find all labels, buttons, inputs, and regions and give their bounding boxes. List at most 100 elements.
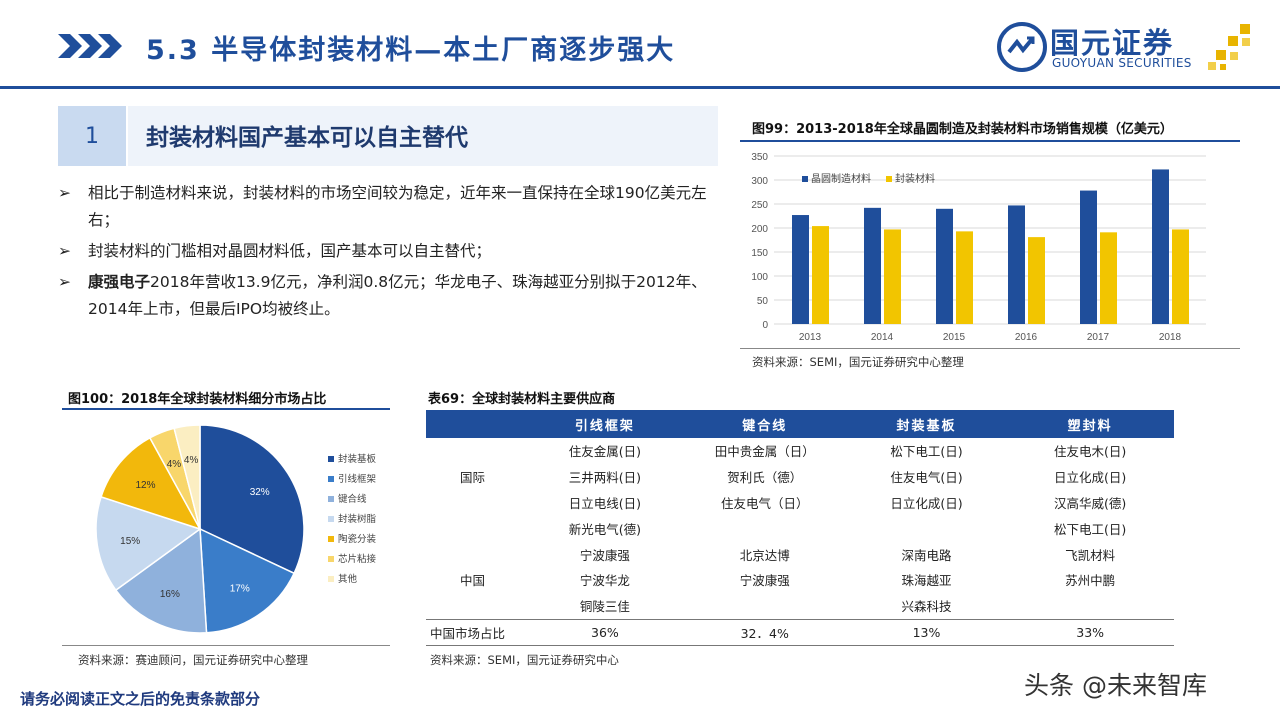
table69-source: 资料来源：SEMI，国元证券研究中心 <box>430 653 619 667</box>
fig100-source: 资料来源：赛迪顾问，国元证券研究中心整理 <box>78 653 308 667</box>
bullet-arrow-icon: ➢ <box>58 242 71 260</box>
table-cell: 宁波华龙 <box>579 573 630 589</box>
legend-label: 其他 <box>338 573 358 585</box>
legend-label: 封装基板 <box>338 453 377 465</box>
legend-swatch <box>328 576 334 582</box>
fig99-title: 图99：2013-2018年全球晶圆制造及封装材料市场销售规模（亿美元） <box>752 122 1173 137</box>
page-title: 5.3 半导体封装材料—本土厂商逐步强大 <box>146 35 676 66</box>
table-cell: 32．4% <box>682 618 847 647</box>
table-cell: 松下电工(日) <box>1054 521 1127 537</box>
section-number: 1 <box>58 106 126 166</box>
pie-slice <box>100 436 202 531</box>
table-cell: 宁波康强 <box>579 547 630 563</box>
watermark: 头条 @未来智库 <box>1024 671 1207 700</box>
table-header-cell: 封装基板 <box>846 410 1007 438</box>
table-cell <box>426 593 527 619</box>
table-header-cell: 塑封料 <box>1006 410 1174 438</box>
table-cell <box>426 438 527 464</box>
table-cell: 三井两料(日) <box>568 470 642 486</box>
table-row: 新光电气(德) 松下电工(日) <box>426 515 1174 541</box>
bullet-item: ➢ 康强电子2018年营收13.9亿元，净利润0.8亿元；华龙电子、珠海越亚分别… <box>58 269 718 323</box>
table-row: 国际 三井两料(日) 贺利氏（德） 住友电气(日) 日立化成(日) <box>426 464 1174 490</box>
legend-swatch <box>328 496 334 502</box>
bar-packaging <box>1172 229 1189 324</box>
table-cell <box>683 515 847 541</box>
y-tick-label: 0 <box>762 320 768 331</box>
table-row-market-share: 中国市场占比 36% 32．4% 13% 33% <box>426 618 1174 647</box>
pie-slice <box>199 424 305 575</box>
company-name: 康强电子 <box>88 273 151 291</box>
legend-swatch <box>328 516 334 522</box>
pie-slice <box>173 424 201 530</box>
x-tick-label: 2018 <box>1159 332 1182 343</box>
bar-packaging <box>956 231 973 324</box>
legend-label: 芯片粘接 <box>338 553 377 565</box>
bar-wafer <box>1008 205 1025 324</box>
pie-value-label: 32% <box>250 487 270 498</box>
company-logo-icon <box>997 22 1047 72</box>
pie-value-label: 16% <box>160 589 180 600</box>
bar-wafer <box>864 207 881 324</box>
legend-label: 封装树脂 <box>338 513 377 525</box>
table-row-label: 中国市场占比 <box>426 618 528 647</box>
pie-slice <box>95 495 202 592</box>
table-cell: 住友金属(日) <box>568 444 642 460</box>
bar-wafer <box>792 215 809 324</box>
table-cell: 13% <box>846 618 1007 647</box>
table-row: 铜陵三佳 兴森科技 <box>426 593 1174 619</box>
table-cell <box>426 541 527 567</box>
table-row-label: 国际 <box>460 470 486 486</box>
bar-wafer <box>936 208 953 324</box>
fig99-source: 资料来源：SEMI，国元证券研究中心整理 <box>752 355 964 369</box>
table-cell <box>847 515 1007 541</box>
logo-text-en: GUOYUAN SECURITIES <box>1052 56 1192 70</box>
bullet-arrow-icon: ➢ <box>58 273 71 291</box>
pie-value-label: 4% <box>167 459 182 470</box>
bullet-item: ➢ 相比于制造材料来说，封装材料的市场空间较为稳定，近年来一直保持在全球190亿… <box>58 180 718 234</box>
table-cell <box>426 515 527 541</box>
section-heading-bar <box>128 106 718 166</box>
table-cell: 日立化成(日) <box>890 495 963 511</box>
pie-value-label: 15% <box>120 536 140 547</box>
bullet-item: ➢ 封装材料的门槛相对晶圆材料低，国产基本可以自主替代； <box>58 238 718 265</box>
bar-chart: 0 50 100 150 200 250 300 350 2013 2014 2015 2016 201… <box>751 152 1206 343</box>
table-row: 宁波康强 北京达博 深南电路 飞凯材料 <box>426 541 1174 567</box>
section-title: 封装材料国产基本可以自主替代 <box>146 125 468 151</box>
table-cell: 深南电路 <box>901 547 952 563</box>
table-cell <box>426 490 527 516</box>
legend-label: 晶圆制造材料 <box>811 172 871 185</box>
pie-slice <box>114 527 208 634</box>
pie-value-label: 12% <box>136 480 156 491</box>
pie-value-label: 17% <box>230 583 250 594</box>
table-cell: 住友电木(日) <box>1054 444 1127 460</box>
x-tick-label: 2016 <box>1015 332 1038 343</box>
bar-packaging <box>884 229 901 324</box>
table-cell: 33% <box>1006 618 1174 647</box>
header-chevrons-icon <box>58 34 122 58</box>
table-cell: 田中贵金属（日） <box>714 444 815 460</box>
table-cell: 北京达博 <box>739 547 790 563</box>
bullet-list: ➢ 相比于制造材料来说，封装材料的市场空间较为稳定，近年来一直保持在全球190亿… <box>58 180 718 327</box>
legend-swatch <box>328 456 334 462</box>
table-cell: 松下电工(日) <box>890 444 963 460</box>
legend-swatch <box>328 556 334 562</box>
logo-text-cn: 国元证券 <box>1050 26 1175 60</box>
table-cell: 新光电气(德) <box>568 521 642 537</box>
table-cell: 珠海越亚 <box>901 573 952 589</box>
fig100-title-rule <box>62 408 390 410</box>
table-header-cell: 键合线 <box>682 410 847 438</box>
y-tick-label: 350 <box>751 152 768 163</box>
bar-wafer <box>1152 169 1169 324</box>
legend-swatch <box>802 176 808 182</box>
legend-label: 键合线 <box>338 493 367 505</box>
bullet-arrow-icon: ➢ <box>58 184 71 202</box>
table-cell: 兴森科技 <box>901 599 952 615</box>
supplier-table: 引线框架 键合线 封装基板 塑封料 住友金属(日) 田中贵金属（日） 松下电工(… <box>426 410 1174 647</box>
y-tick-label: 100 <box>751 272 768 283</box>
pie-slice <box>199 527 296 634</box>
table-cell: 日立化成(日) <box>1054 470 1127 486</box>
header-divider <box>0 86 1280 89</box>
y-tick-label: 50 <box>757 296 769 307</box>
bullet-text: 相比于制造材料来说，封装材料的市场空间较为稳定，近年来一直保持在全球190亿美元… <box>88 184 707 229</box>
fig99-bottom-rule <box>740 348 1240 349</box>
